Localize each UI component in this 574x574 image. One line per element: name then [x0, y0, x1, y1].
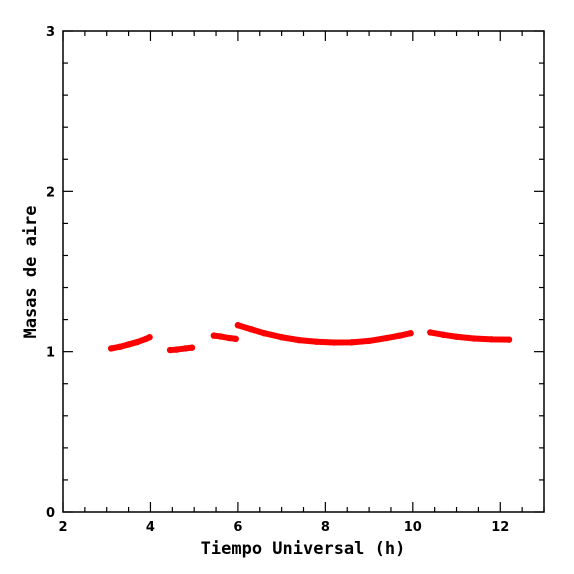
- airmass-point: [470, 335, 478, 342]
- airmass-point: [232, 335, 239, 343]
- airmass-point: [173, 346, 180, 353]
- axis-ticks: [62, 30, 545, 513]
- airmass-point: [407, 330, 414, 337]
- airmass-point: [125, 341, 132, 348]
- airmass-point: [217, 333, 224, 340]
- airmass-point: [166, 346, 174, 354]
- airmass-point: [396, 332, 403, 339]
- airmass-point: [260, 330, 268, 337]
- x-axis-title: Tiempo Universal (h): [201, 539, 406, 559]
- x-tick-label: 4: [146, 520, 155, 535]
- airmass-point: [278, 334, 285, 341]
- x-tick-label: 10: [404, 520, 422, 535]
- y-tick-label: 2: [46, 185, 55, 200]
- x-tick-label: 8: [321, 520, 330, 535]
- airmass-point: [505, 336, 513, 343]
- airmass-point: [453, 333, 460, 340]
- x-tick-label: 6: [233, 520, 242, 535]
- airmass-point: [146, 334, 153, 341]
- airmass-point: [488, 336, 495, 343]
- x-tick-label: 2: [58, 520, 67, 535]
- airmass-point: [134, 338, 141, 346]
- airmass-point: [330, 339, 338, 346]
- airmass-point: [210, 332, 218, 339]
- airmass-point: [440, 331, 447, 339]
- airmass-point: [313, 338, 320, 345]
- airmass-point: [107, 345, 115, 352]
- plot-frame: [62, 30, 545, 513]
- airmass-track-3: [210, 332, 239, 342]
- airmass-point: [365, 337, 373, 345]
- airmass-point: [247, 326, 255, 333]
- airmass-point: [234, 322, 242, 329]
- airmass-point: [295, 336, 303, 344]
- airmass-track-2: [167, 344, 195, 354]
- airmass-point: [348, 339, 355, 346]
- airmass-point: [116, 343, 124, 351]
- airmass-point: [383, 334, 390, 342]
- y-tick-label: 0: [46, 506, 55, 521]
- airmass-point: [427, 329, 434, 336]
- y-axis-title: Masas de aire: [21, 205, 41, 338]
- airmass-point: [188, 344, 196, 351]
- y-tick-label: 3: [46, 25, 55, 40]
- y-tick-label: 1: [46, 346, 55, 361]
- airmass-point: [225, 334, 233, 342]
- x-tick-label: 12: [491, 520, 509, 535]
- data-points: [107, 322, 513, 354]
- airmass-point: [182, 345, 189, 352]
